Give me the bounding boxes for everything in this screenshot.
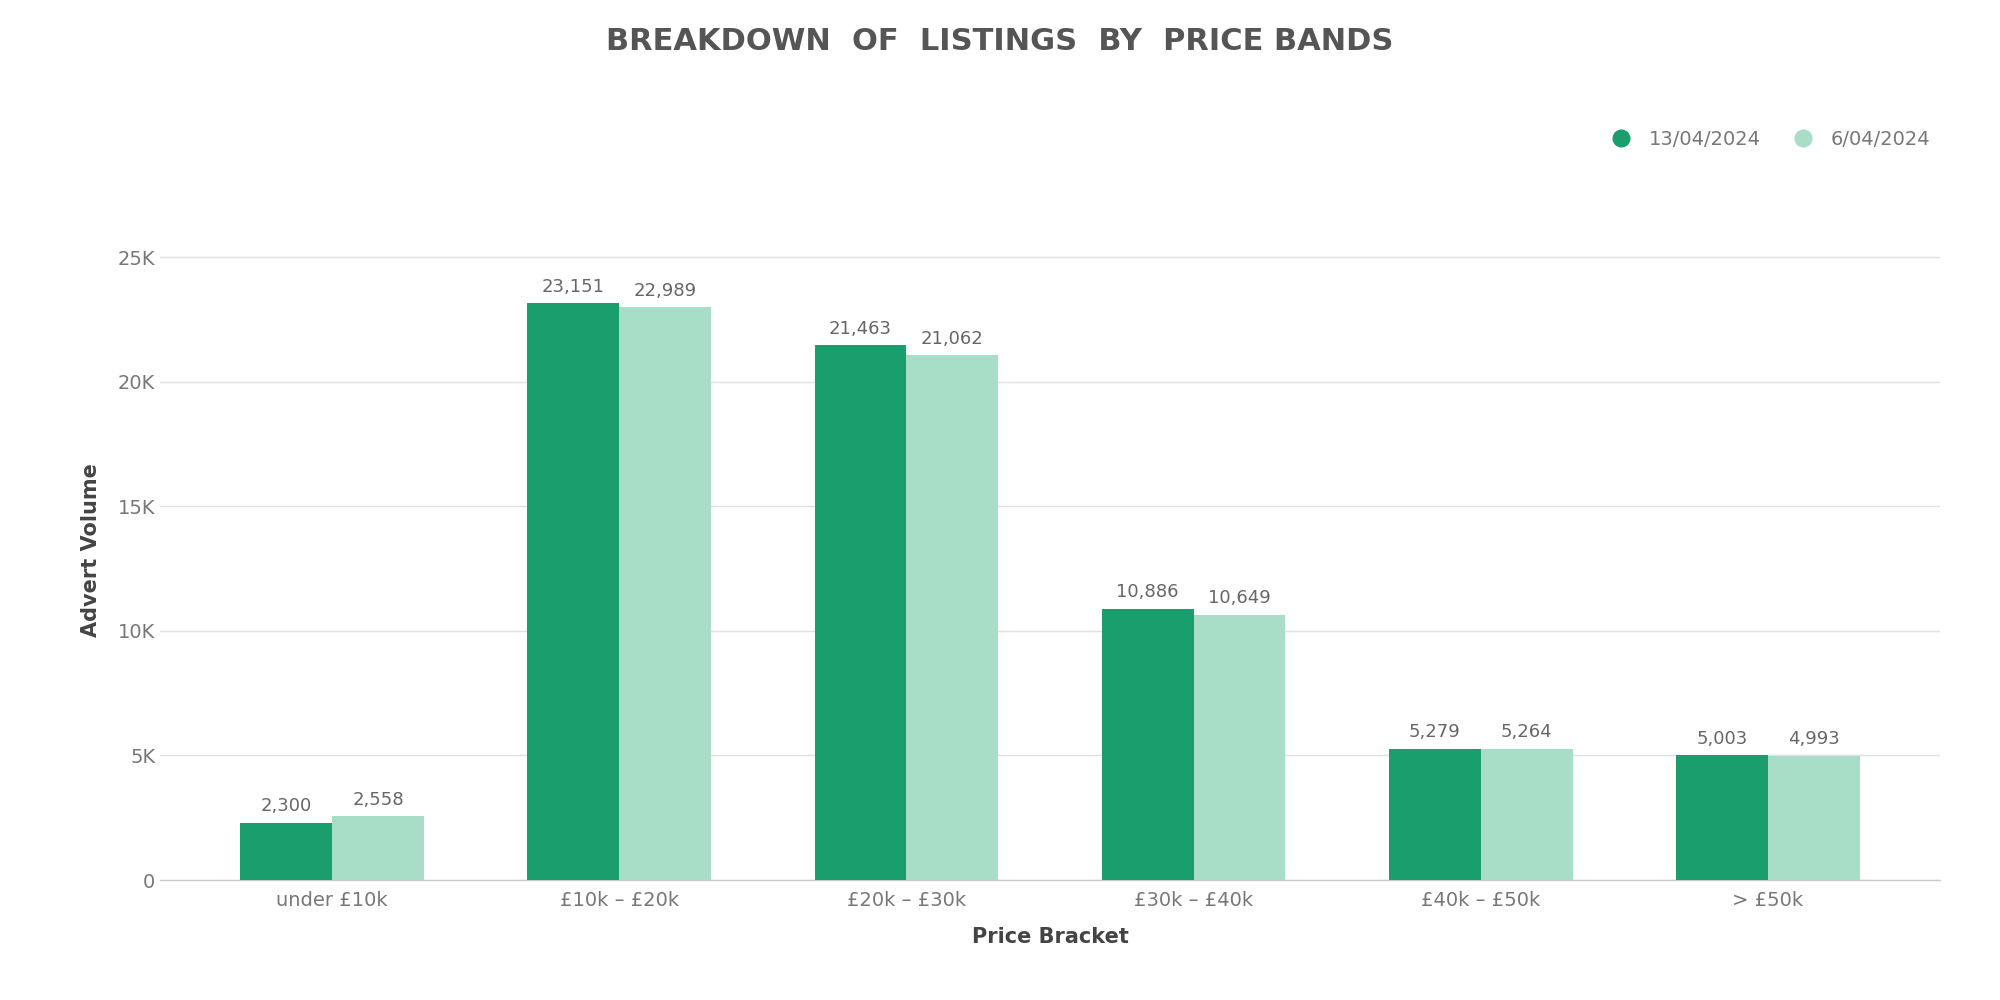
Legend: 13/04/2024, 6/04/2024: 13/04/2024, 6/04/2024	[1602, 130, 1930, 149]
Text: 2,558: 2,558	[352, 791, 404, 809]
Title: BREAKDOWN  OF  LISTINGS  BY  PRICE BANDS: BREAKDOWN OF LISTINGS BY PRICE BANDS	[606, 27, 1394, 56]
Bar	[814, 345, 906, 880]
Y-axis label: Advert Volume: Advert Volume	[80, 463, 100, 637]
Text: 4,993: 4,993	[1788, 730, 1840, 748]
Text: 21,463: 21,463	[830, 320, 892, 338]
Text: 5,003: 5,003	[1696, 730, 1748, 748]
Text: 10,649: 10,649	[1208, 589, 1270, 607]
Bar	[1388, 749, 1480, 880]
Text: 23,151: 23,151	[542, 278, 604, 296]
Bar	[906, 355, 998, 880]
Bar	[528, 303, 620, 880]
Bar	[240, 823, 332, 880]
Bar	[1194, 615, 1286, 880]
X-axis label: Price Bracket: Price Bracket	[972, 927, 1128, 947]
Text: 5,264: 5,264	[1500, 723, 1552, 741]
Text: 5,279: 5,279	[1408, 723, 1460, 741]
Bar	[620, 307, 712, 880]
Bar	[1480, 749, 1572, 880]
Bar	[1676, 755, 1768, 880]
Text: 22,989: 22,989	[634, 282, 696, 300]
Bar	[1768, 756, 1860, 880]
Bar	[1102, 609, 1194, 880]
Text: 2,300: 2,300	[260, 797, 312, 815]
Text: 21,062: 21,062	[922, 330, 984, 348]
Text: 10,886: 10,886	[1116, 583, 1178, 601]
Bar	[332, 816, 424, 880]
